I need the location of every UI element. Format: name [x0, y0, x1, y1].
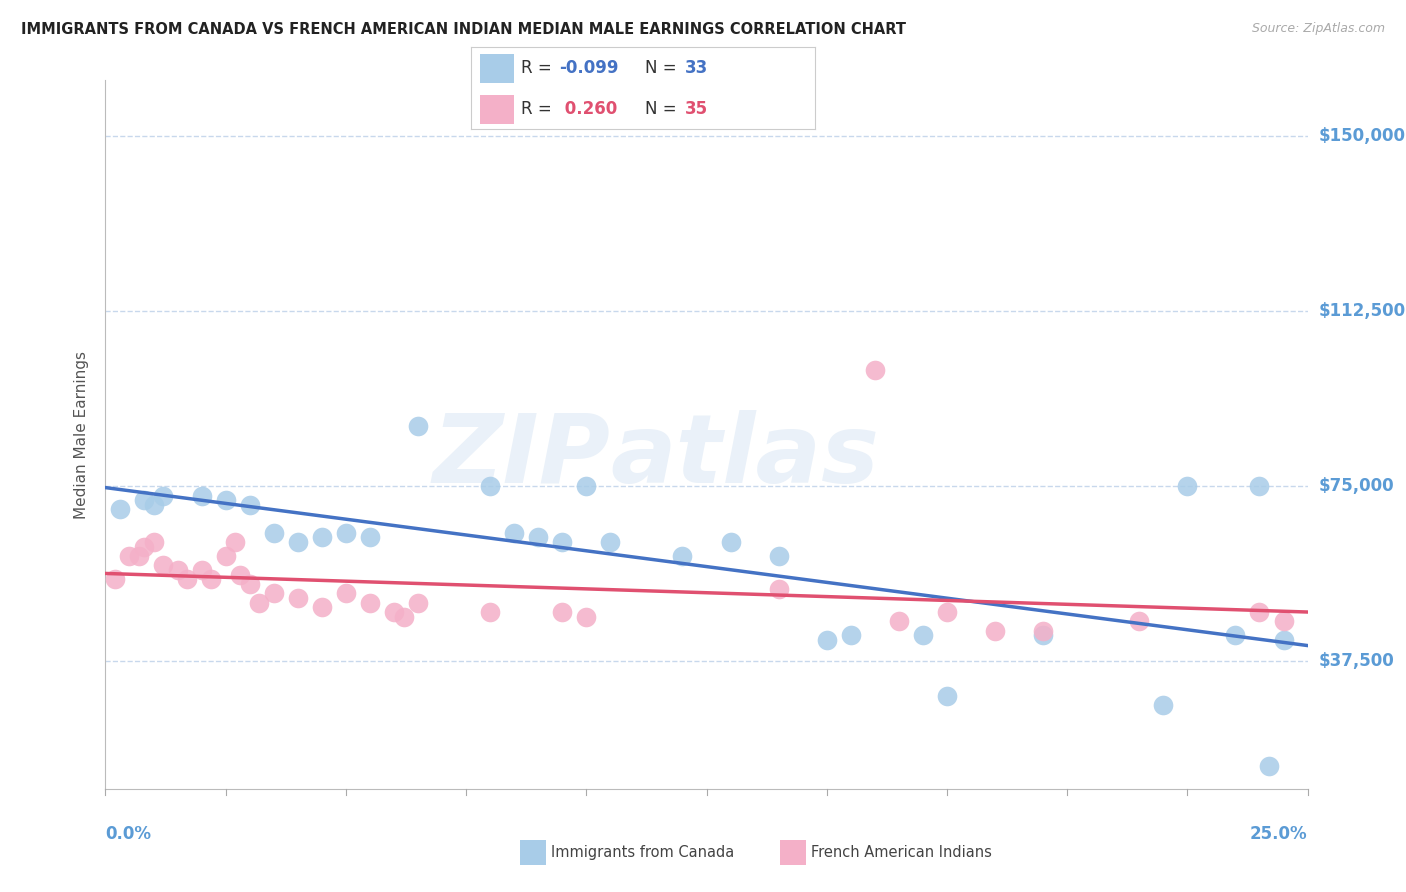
- Text: 35: 35: [685, 100, 707, 119]
- Point: [263, 525, 285, 540]
- Point: [671, 549, 693, 563]
- Bar: [479, 95, 515, 124]
- Text: N =: N =: [645, 100, 682, 119]
- Point: [1258, 759, 1281, 773]
- Point: [720, 535, 742, 549]
- Point: [1175, 479, 1198, 493]
- Text: 0.0%: 0.0%: [105, 825, 152, 843]
- Point: [815, 633, 838, 648]
- Point: [335, 525, 357, 540]
- Point: [359, 531, 381, 545]
- Point: [311, 531, 333, 545]
- Point: [768, 549, 790, 563]
- Text: $150,000: $150,000: [1319, 128, 1406, 145]
- Text: R =: R =: [522, 59, 557, 78]
- Point: [1032, 628, 1054, 642]
- Point: [863, 362, 886, 376]
- Point: [1152, 698, 1174, 713]
- Text: ZIP: ZIP: [433, 409, 610, 502]
- Point: [335, 586, 357, 600]
- Text: French American Indians: French American Indians: [811, 846, 993, 860]
- Point: [311, 600, 333, 615]
- Text: Immigrants from Canada: Immigrants from Canada: [551, 846, 734, 860]
- Point: [190, 563, 212, 577]
- Point: [214, 549, 236, 563]
- Text: $75,000: $75,000: [1319, 477, 1395, 495]
- Point: [392, 609, 415, 624]
- Text: 0.260: 0.260: [558, 100, 617, 119]
- Point: [406, 596, 429, 610]
- Point: [503, 525, 526, 540]
- Point: [575, 479, 598, 493]
- Bar: [479, 54, 515, 83]
- Text: $112,500: $112,500: [1319, 302, 1406, 320]
- Point: [287, 535, 309, 549]
- Point: [527, 531, 550, 545]
- Text: $37,500: $37,500: [1319, 652, 1395, 670]
- Point: [132, 493, 155, 508]
- Point: [176, 573, 198, 587]
- Point: [936, 605, 959, 619]
- Point: [229, 567, 252, 582]
- Point: [359, 596, 381, 610]
- Point: [152, 558, 174, 573]
- Text: 33: 33: [685, 59, 707, 78]
- Y-axis label: Median Male Earnings: Median Male Earnings: [75, 351, 90, 519]
- Point: [575, 609, 598, 624]
- Point: [382, 605, 405, 619]
- Point: [190, 488, 212, 502]
- Point: [887, 615, 910, 629]
- Point: [224, 535, 246, 549]
- Point: [1032, 624, 1054, 638]
- Point: [911, 628, 934, 642]
- Point: [200, 573, 222, 587]
- Point: [118, 549, 141, 563]
- Text: N =: N =: [645, 59, 682, 78]
- Point: [142, 498, 165, 512]
- Point: [1128, 615, 1150, 629]
- Point: [599, 535, 621, 549]
- Point: [1225, 628, 1247, 642]
- Point: [239, 577, 262, 591]
- Point: [104, 573, 127, 587]
- Point: [108, 502, 131, 516]
- Point: [839, 628, 862, 642]
- Point: [479, 605, 502, 619]
- Point: [1249, 479, 1271, 493]
- Point: [128, 549, 150, 563]
- Point: [247, 596, 270, 610]
- Text: R =: R =: [522, 100, 557, 119]
- Point: [1272, 615, 1295, 629]
- Point: [551, 535, 574, 549]
- Point: [768, 582, 790, 596]
- Point: [1249, 605, 1271, 619]
- Point: [479, 479, 502, 493]
- Point: [142, 535, 165, 549]
- Point: [239, 498, 262, 512]
- Point: [263, 586, 285, 600]
- Point: [1272, 633, 1295, 648]
- Point: [551, 605, 574, 619]
- Point: [132, 540, 155, 554]
- Text: IMMIGRANTS FROM CANADA VS FRENCH AMERICAN INDIAN MEDIAN MALE EARNINGS CORRELATIO: IMMIGRANTS FROM CANADA VS FRENCH AMERICA…: [21, 22, 905, 37]
- Text: -0.099: -0.099: [558, 59, 619, 78]
- Text: atlas: atlas: [610, 409, 879, 502]
- Point: [166, 563, 188, 577]
- Text: Source: ZipAtlas.com: Source: ZipAtlas.com: [1251, 22, 1385, 36]
- Point: [936, 689, 959, 703]
- Text: 25.0%: 25.0%: [1250, 825, 1308, 843]
- Point: [152, 488, 174, 502]
- Point: [406, 418, 429, 433]
- Point: [214, 493, 236, 508]
- Point: [287, 591, 309, 606]
- Point: [984, 624, 1007, 638]
